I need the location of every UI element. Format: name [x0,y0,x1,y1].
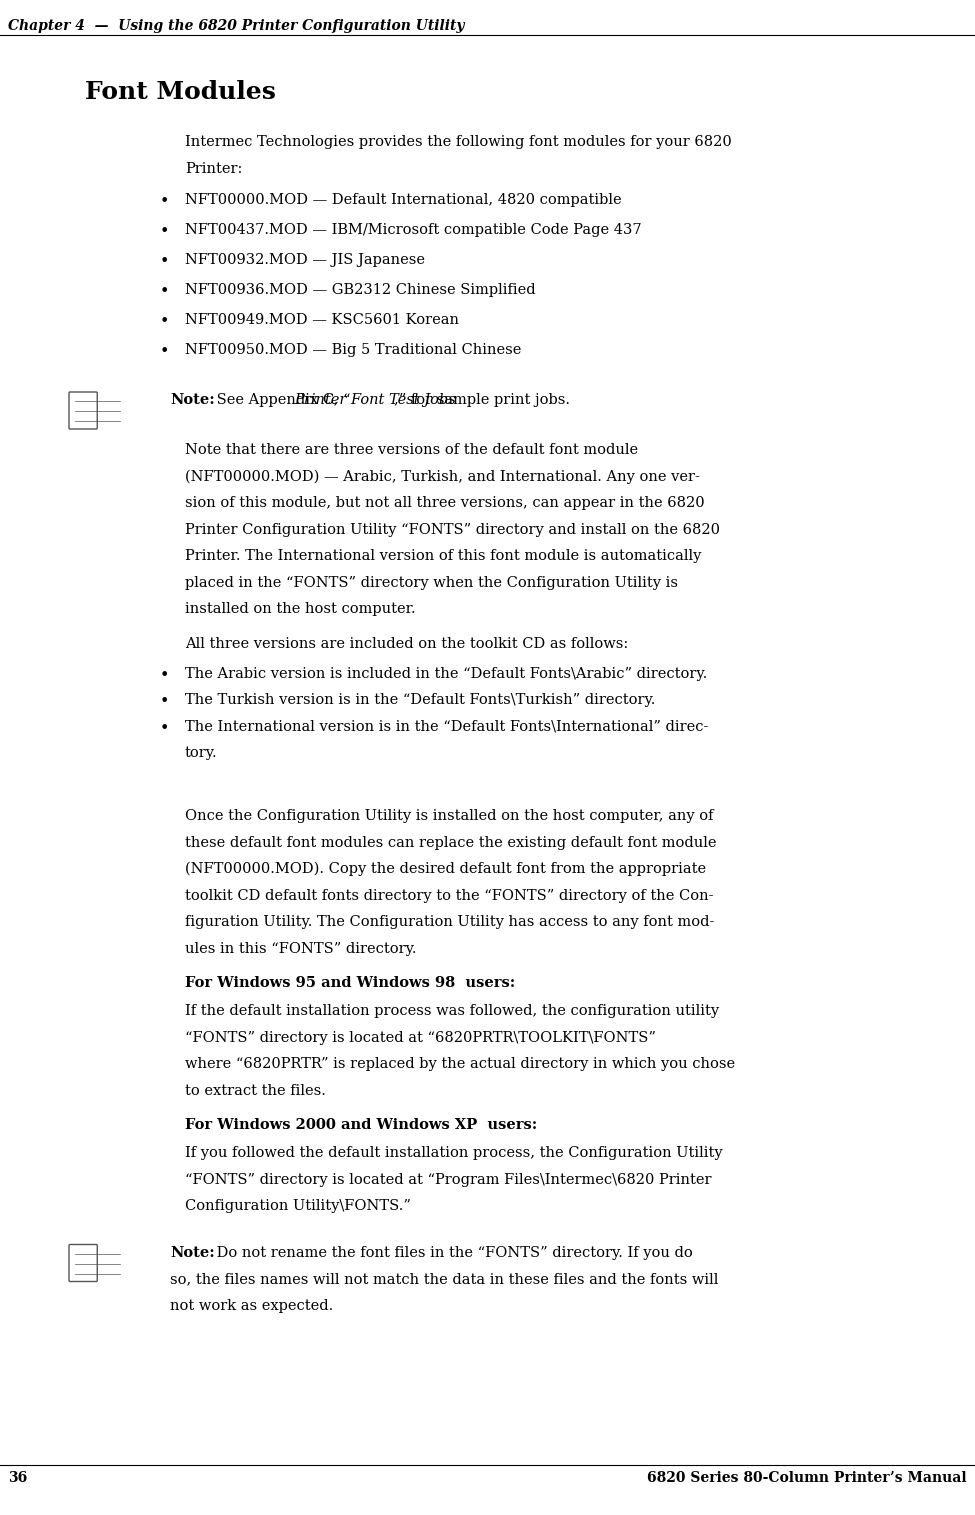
Text: Chapter 4  —  Using the 6820 Printer Configuration Utility: Chapter 4 — Using the 6820 Printer Confi… [8,20,464,33]
Text: The Arabic version is included in the “Default Fonts\Arabic” directory.: The Arabic version is included in the “D… [185,667,707,680]
Text: so, the files names will not match the data in these files and the fonts will: so, the files names will not match the d… [170,1273,719,1286]
Text: NFT00932.MOD — JIS Japanese: NFT00932.MOD — JIS Japanese [185,253,425,267]
Text: The Turkish version is in the “Default Fonts\Turkish” directory.: The Turkish version is in the “Default F… [185,692,655,708]
Text: not work as expected.: not work as expected. [170,1298,333,1312]
Text: If the default installation process was followed, the configuration utility: If the default installation process was … [185,1004,720,1018]
Text: The International version is in the “Default Fonts\International” direc-: The International version is in the “Def… [185,720,709,733]
Text: •: • [160,283,170,300]
FancyBboxPatch shape [69,1244,98,1282]
Text: Do not rename the font files in the “FONTS” directory. If you do: Do not rename the font files in the “FON… [212,1245,693,1259]
Text: •: • [160,692,170,711]
FancyBboxPatch shape [69,392,98,429]
Text: Note:: Note: [170,1245,214,1259]
Text: NFT00000.MOD — Default International, 4820 compatible: NFT00000.MOD — Default International, 48… [185,192,622,208]
Text: “FONTS” directory is located at “Program Files\Intermec\6820 Printer: “FONTS” directory is located at “Program… [185,1173,712,1186]
Text: •: • [160,342,170,361]
Text: Printer Configuration Utility “FONTS” directory and install on the 6820: Printer Configuration Utility “FONTS” di… [185,523,720,536]
Text: (NFT00000.MOD) — Arabic, Turkish, and International. Any one ver-: (NFT00000.MOD) — Arabic, Turkish, and In… [185,470,700,483]
Text: Intermec Technologies provides the following font modules for your 6820: Intermec Technologies provides the follo… [185,135,732,148]
Text: toolkit CD default fonts directory to the “FONTS” directory of the Con-: toolkit CD default fonts directory to th… [185,888,714,903]
Text: Font Modules: Font Modules [85,80,276,105]
Text: •: • [160,720,170,736]
Text: figuration Utility. The Configuration Utility has access to any font mod-: figuration Utility. The Configuration Ut… [185,915,715,929]
Text: NFT00950.MOD — Big 5 Traditional Chinese: NFT00950.MOD — Big 5 Traditional Chinese [185,342,522,358]
Text: For Windows 95 and Windows 98  users:: For Windows 95 and Windows 98 users: [185,976,515,989]
Text: tory.: tory. [185,745,217,761]
Text: placed in the “FONTS” directory when the Configuration Utility is: placed in the “FONTS” directory when the… [185,576,678,589]
Text: Printer. The International version of this font module is automatically: Printer. The International version of th… [185,548,701,564]
Text: •: • [160,253,170,270]
Text: Configuration Utility\FONTS.”: Configuration Utility\FONTS.” [185,1198,410,1214]
Text: to extract the files.: to extract the files. [185,1083,326,1097]
Text: where “6820PRTR” is replaced by the actual directory in which you chose: where “6820PRTR” is replaced by the actu… [185,1057,735,1071]
Text: “FONTS” directory is located at “6820PRTR\TOOLKIT\FONTS”: “FONTS” directory is located at “6820PRT… [185,1030,656,1044]
Text: these default font modules can replace the existing default font module: these default font modules can replace t… [185,835,717,850]
Text: ules in this “FONTS” directory.: ules in this “FONTS” directory. [185,941,416,956]
Text: •: • [160,192,170,211]
Text: •: • [160,223,170,239]
Text: (NFT00000.MOD). Copy the desired default font from the appropriate: (NFT00000.MOD). Copy the desired default… [185,862,706,876]
Text: Note:: Note: [170,392,214,408]
Text: sion of this module, but not all three versions, can appear in the 6820: sion of this module, but not all three v… [185,495,705,511]
Text: installed on the host computer.: installed on the host computer. [185,601,415,617]
Text: •: • [160,314,170,330]
Text: Printer:: Printer: [185,162,243,176]
Text: If you followed the default installation process, the Configuration Utility: If you followed the default installation… [185,1145,722,1160]
Text: 36: 36 [8,1471,27,1485]
Text: Printer Font Test Jobs: Printer Font Test Jobs [294,392,455,408]
Text: Once the Configuration Utility is installed on the host computer, any of: Once the Configuration Utility is instal… [185,809,714,823]
Text: See Appendix C, “: See Appendix C, “ [212,392,350,408]
Text: •: • [160,667,170,683]
Text: All three versions are included on the toolkit CD as follows:: All three versions are included on the t… [185,636,628,650]
Text: For Windows 2000 and Windows XP  users:: For Windows 2000 and Windows XP users: [185,1118,537,1132]
Text: NFT00936.MOD — GB2312 Chinese Simplified: NFT00936.MOD — GB2312 Chinese Simplified [185,283,535,297]
Text: Note that there are three versions of the default font module: Note that there are three versions of th… [185,442,638,458]
Text: ,” for sample print jobs.: ,” for sample print jobs. [394,392,570,408]
Text: 6820 Series 80-Column Printer’s Manual: 6820 Series 80-Column Printer’s Manual [647,1471,967,1485]
Text: NFT00949.MOD — KSC5601 Korean: NFT00949.MOD — KSC5601 Korean [185,314,459,327]
Text: NFT00437.MOD — IBM/Microsoft compatible Code Page 437: NFT00437.MOD — IBM/Microsoft compatible … [185,223,642,236]
